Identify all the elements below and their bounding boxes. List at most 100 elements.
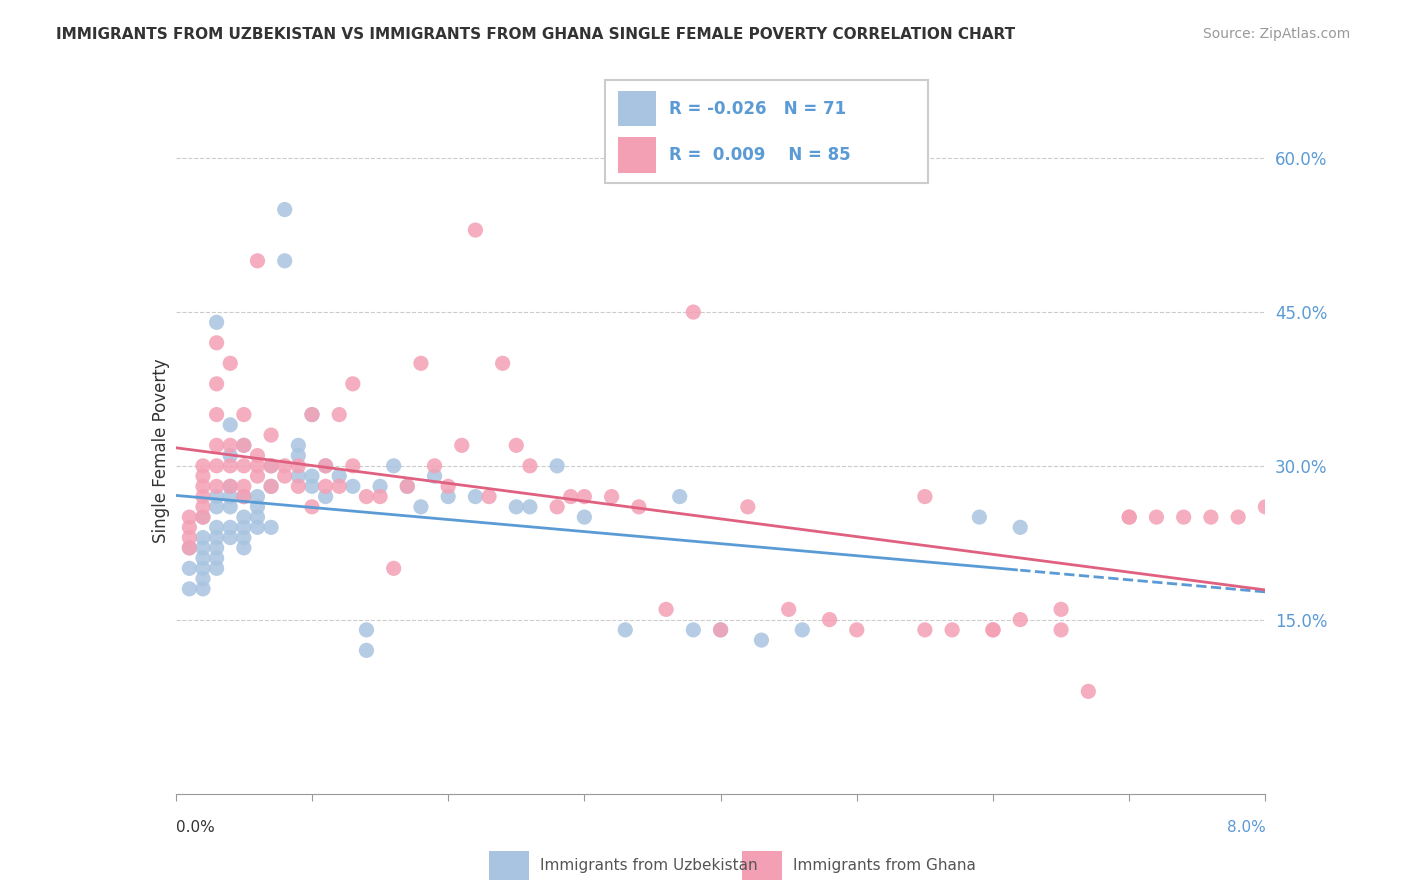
Point [232, 490, 254, 504]
Point [981, 623, 1004, 637]
Point [205, 315, 228, 329]
Point [301, 408, 323, 422]
Point [450, 438, 472, 452]
Point [574, 490, 596, 504]
Point [1144, 510, 1167, 524]
Point [274, 202, 297, 217]
Point [301, 469, 323, 483]
Point [914, 623, 936, 637]
Point [191, 551, 214, 566]
FancyBboxPatch shape [617, 91, 657, 127]
Point [560, 490, 582, 504]
Point [179, 541, 201, 555]
Point [219, 438, 242, 452]
Point [246, 449, 269, 463]
Point [219, 520, 242, 534]
Point [205, 551, 228, 566]
Point [232, 438, 254, 452]
Point [246, 490, 269, 504]
Point [301, 408, 323, 422]
Point [382, 561, 405, 575]
Point [668, 490, 690, 504]
Point [710, 623, 733, 637]
Point [682, 305, 704, 319]
Point [368, 490, 391, 504]
Point [205, 561, 228, 575]
Point [260, 520, 283, 534]
Point [437, 479, 460, 493]
FancyBboxPatch shape [489, 851, 529, 880]
Point [191, 500, 214, 514]
Point [1199, 510, 1222, 524]
Point [274, 253, 297, 268]
Point [464, 490, 486, 504]
Point [519, 458, 541, 473]
Point [627, 500, 650, 514]
Text: Immigrants from Uzbekistan: Immigrants from Uzbekistan [540, 858, 758, 872]
Point [205, 500, 228, 514]
Text: 8.0%: 8.0% [1226, 820, 1265, 835]
Point [437, 490, 460, 504]
Point [191, 510, 214, 524]
Point [205, 490, 228, 504]
Point [219, 500, 242, 514]
Point [941, 623, 963, 637]
Point [1010, 520, 1032, 534]
Point [205, 335, 228, 350]
Point [409, 500, 432, 514]
Point [191, 582, 214, 596]
Point [191, 458, 214, 473]
FancyBboxPatch shape [605, 80, 928, 183]
Point [301, 479, 323, 493]
Point [191, 510, 214, 524]
Point [328, 479, 350, 493]
Point [396, 479, 419, 493]
Point [246, 458, 269, 473]
Point [1173, 510, 1195, 524]
Point [546, 458, 568, 473]
Point [1118, 510, 1140, 524]
Point [219, 417, 242, 432]
Point [356, 490, 378, 504]
FancyBboxPatch shape [617, 136, 657, 173]
Point [342, 458, 364, 473]
Point [191, 531, 214, 545]
Point [219, 356, 242, 370]
Point [1010, 613, 1032, 627]
Text: R =  0.009    N = 85: R = 0.009 N = 85 [669, 146, 851, 164]
Point [179, 531, 201, 545]
Point [342, 376, 364, 391]
Point [246, 469, 269, 483]
Point [246, 500, 269, 514]
Point [232, 479, 254, 493]
Point [710, 623, 733, 637]
Point [655, 602, 678, 616]
Point [274, 469, 297, 483]
Point [423, 469, 446, 483]
Point [191, 490, 214, 504]
Point [682, 623, 704, 637]
Point [356, 643, 378, 657]
Text: Source: ZipAtlas.com: Source: ZipAtlas.com [1202, 27, 1350, 41]
Point [396, 479, 419, 493]
Point [179, 541, 201, 555]
Point [519, 500, 541, 514]
Point [205, 541, 228, 555]
Point [179, 510, 201, 524]
Point [505, 500, 527, 514]
Point [232, 531, 254, 545]
Point [492, 356, 515, 370]
Point [179, 561, 201, 575]
Point [179, 520, 201, 534]
Point [191, 479, 214, 493]
Point [232, 408, 254, 422]
Point [478, 490, 501, 504]
Text: 0.0%: 0.0% [176, 820, 215, 835]
Point [1254, 500, 1277, 514]
Point [845, 623, 868, 637]
Point [191, 541, 214, 555]
Point [274, 458, 297, 473]
Point [546, 500, 568, 514]
Point [287, 458, 309, 473]
Point [328, 408, 350, 422]
